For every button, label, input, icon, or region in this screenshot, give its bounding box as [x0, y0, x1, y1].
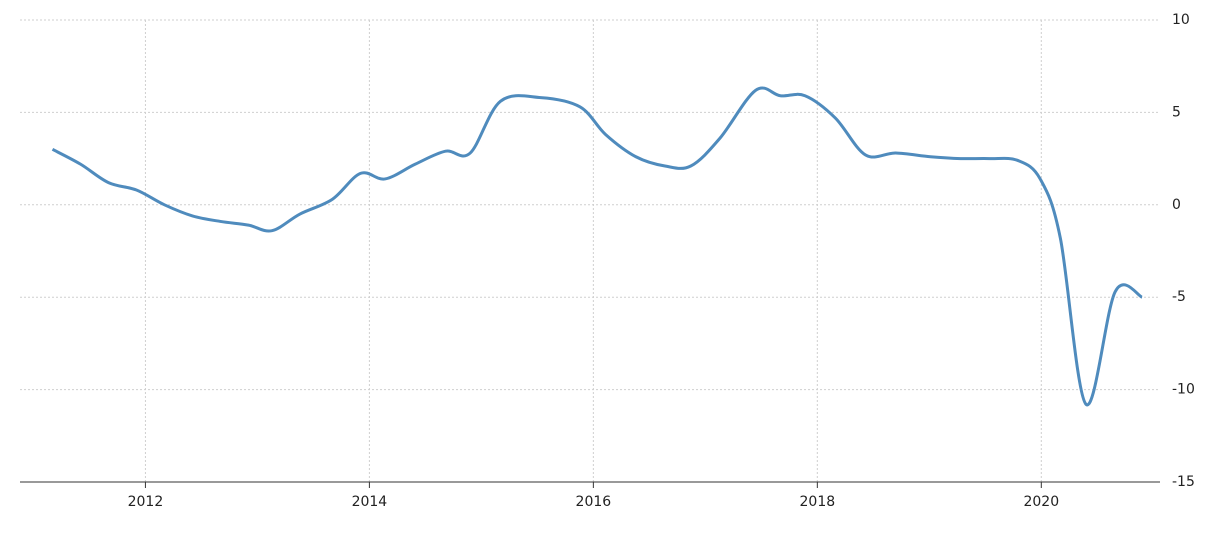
line [51, 86, 1143, 406]
y-tick-label: 5 [1172, 104, 1181, 120]
x-tick-label: 2018 [800, 494, 836, 510]
x-tick-label: 2012 [128, 494, 164, 510]
y-tick-label: -5 [1172, 289, 1186, 305]
x-tick-label: 2014 [352, 494, 388, 510]
y-tick-label: 10 [1172, 12, 1190, 28]
x-tick-label: 2020 [1023, 494, 1059, 510]
x-tick-label: 2016 [576, 494, 612, 510]
y-tick-label: -10 [1172, 382, 1195, 398]
y-tick-label: -15 [1172, 474, 1195, 490]
y-tick-label: 0 [1172, 197, 1181, 213]
